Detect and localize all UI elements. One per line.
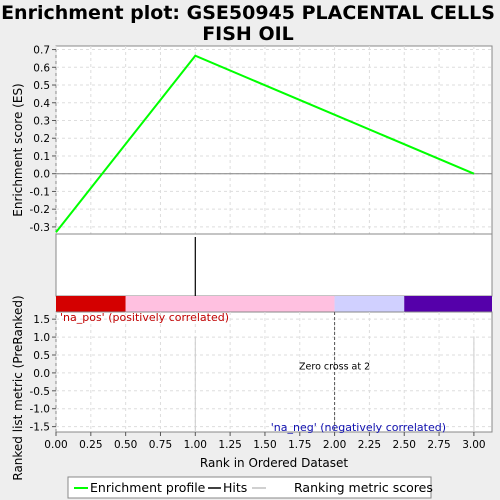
metric-grid <box>55 312 492 432</box>
x-tick-label: 0.50 <box>114 439 137 451</box>
x-tick-label: 2.75 <box>427 439 450 451</box>
metric-y-tick-label: 0.0 <box>33 368 50 380</box>
ranking-color-bar <box>56 296 492 312</box>
metric-y-tick-label: -0.5 <box>30 386 51 398</box>
chart-title-line1: Enrichment plot: GSE50945 PLACENTAL CELL… <box>1 2 495 24</box>
x-tick-label: 2.25 <box>358 439 381 451</box>
metric-y-tick-label: -1.0 <box>30 404 51 416</box>
metric-y-tick-label: 1.0 <box>33 332 50 344</box>
legend-label: Hits <box>223 480 247 495</box>
es-y-tick-label: 0.1 <box>33 151 50 163</box>
legend: Enrichment profile Hits Ranking metric sco… <box>74 480 433 495</box>
color-bar-segment <box>334 296 405 312</box>
metric-bars <box>194 337 475 432</box>
es-y-tick-label: 0.7 <box>33 45 50 57</box>
es-y-ticks: 0.7 0.6 0.5 0.4 0.3 0.2 0.1 0.0 -0.1 -0.2 -0.3 <box>30 45 56 234</box>
chart-title-line2: FISH OIL <box>202 23 294 45</box>
x-tick-label: 2.50 <box>393 439 416 451</box>
x-tick-label: 3.00 <box>462 439 485 451</box>
metric-y-ticks: 1.5 1.0 0.5 0.0 -0.5 -1.0 -1.5 <box>30 314 56 434</box>
x-tick-label: 2.00 <box>323 439 346 451</box>
enrichment-profile-line <box>55 54 475 233</box>
x-tick-label: 1.50 <box>253 439 276 451</box>
hits-panel <box>55 233 493 297</box>
x-tick-label: 0.25 <box>79 439 102 451</box>
es-y-tick-label: -0.3 <box>30 222 51 234</box>
na-pos-label: 'na_pos' (positively correlated) <box>60 311 229 324</box>
es-y-tick-label: 0.0 <box>33 169 50 181</box>
legend-label: Enrichment profile <box>90 480 206 495</box>
x-tick-label: 0.75 <box>149 439 172 451</box>
x-tick-label: 0.00 <box>44 439 67 451</box>
na-neg-label: 'na_neg' (negatively correlated) <box>271 421 446 434</box>
es-y-tick-label: 0.3 <box>33 115 50 127</box>
metric-panel <box>55 311 493 433</box>
legend-label: Ranking metric scores <box>294 480 433 495</box>
es-y-tick-label: 0.2 <box>33 133 50 145</box>
zero-cross-label: Zero cross at 2 <box>299 361 370 372</box>
x-tick-label: 1.75 <box>288 439 311 451</box>
es-y-axis-label: Enrichment score (ES) <box>11 83 25 216</box>
metric-y-tick-label: 1.5 <box>33 314 50 326</box>
x-ticks: 0.00 0.25 0.50 0.75 1.00 1.25 1.50 1.75 2.00 2.25… <box>44 432 486 451</box>
color-bar-segment <box>56 296 126 312</box>
es-y-tick-label: 0.5 <box>33 80 50 92</box>
metric-y-tick-label: -1.5 <box>30 422 51 434</box>
es-panel <box>55 45 493 235</box>
color-bar-segment <box>404 296 492 312</box>
es-y-tick-label: -0.2 <box>30 204 51 216</box>
x-tick-label: 1.25 <box>218 439 241 451</box>
es-y-tick-label: -0.1 <box>30 186 51 198</box>
es-y-tick-label: 0.4 <box>33 98 50 110</box>
metric-y-axis-label: Ranked list metric (PreRanked) <box>11 295 25 480</box>
legend-box <box>67 476 432 499</box>
metric-y-tick-label: 0.5 <box>33 350 50 362</box>
color-bar-segment <box>125 296 335 312</box>
es-y-tick-label: 0.6 <box>33 62 50 74</box>
x-axis-label: Rank in Ordered Dataset <box>200 456 348 470</box>
x-tick-label: 1.00 <box>184 439 207 451</box>
